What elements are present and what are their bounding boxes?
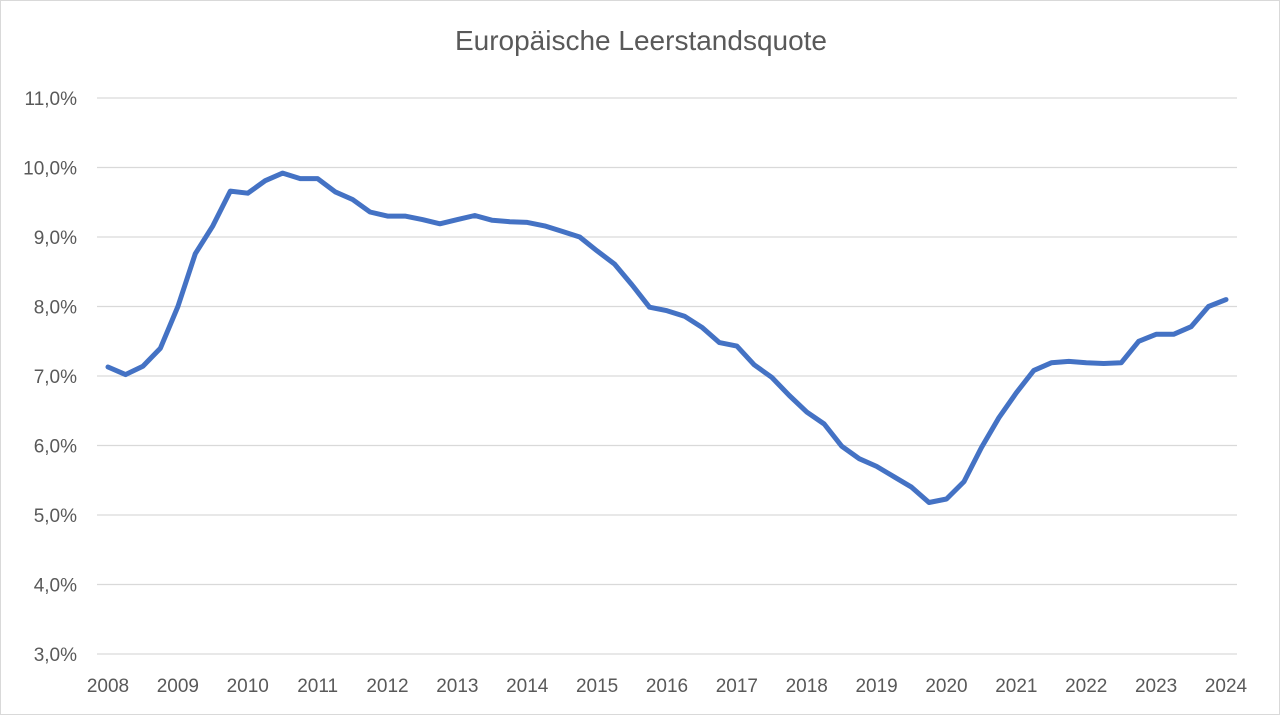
data-point	[1207, 305, 1211, 309]
data-point	[613, 262, 617, 266]
data-point	[648, 305, 652, 309]
data-point	[962, 480, 966, 484]
data-point	[560, 229, 564, 233]
data-point	[176, 305, 180, 309]
y-tick-label: 6,0%	[34, 437, 77, 458]
data-point	[281, 171, 285, 175]
data-point	[1102, 361, 1106, 365]
data-point	[386, 214, 390, 218]
data-point	[403, 214, 407, 218]
data-point	[438, 222, 442, 226]
data-point	[193, 252, 197, 256]
x-tick-label: 2012	[366, 676, 408, 697]
data-point	[979, 446, 983, 450]
data-point	[473, 213, 477, 217]
x-tick-label: 2014	[506, 676, 549, 697]
data-point	[1084, 361, 1088, 365]
data-point	[1137, 339, 1141, 343]
data-point	[910, 485, 914, 489]
data-point	[578, 235, 582, 239]
x-tick-label: 2017	[716, 676, 758, 697]
x-tick-label: 2009	[157, 676, 199, 697]
gridlines	[97, 97, 1237, 655]
data-point	[700, 325, 704, 329]
x-tick-label: 2010	[227, 676, 269, 697]
x-tick-label: 2015	[576, 676, 618, 697]
data-point	[875, 464, 879, 468]
data-point	[298, 177, 302, 181]
x-tick-label: 2011	[297, 676, 338, 697]
y-tick-label: 10,0%	[23, 159, 77, 180]
y-tick-label: 9,0%	[34, 228, 77, 249]
data-point	[735, 344, 739, 348]
y-tick-label: 8,0%	[34, 298, 77, 319]
data-point	[630, 283, 634, 287]
series-layer	[105, 170, 1229, 505]
data-point	[368, 210, 372, 214]
data-point	[316, 177, 320, 181]
data-point	[682, 314, 686, 318]
data-point	[1172, 332, 1176, 336]
chart-title: Europäische Leerstandsquote	[454, 25, 828, 56]
x-tick-label: 2018	[786, 676, 828, 697]
x-tick-label: 2023	[1135, 676, 1177, 697]
data-point	[717, 341, 721, 345]
data-point	[158, 346, 162, 350]
data-point	[1154, 332, 1158, 336]
y-tick-label: 5,0%	[34, 506, 77, 527]
data-point	[787, 393, 791, 397]
data-point	[1119, 361, 1123, 365]
x-tick-label: 2008	[87, 676, 129, 697]
data-point	[1067, 359, 1071, 363]
data-point	[1032, 368, 1036, 372]
x-tick-label: 2020	[925, 676, 967, 697]
data-point	[805, 410, 809, 414]
data-point	[543, 224, 547, 228]
data-point	[228, 189, 232, 193]
data-point	[508, 220, 512, 224]
x-tick-label: 2016	[646, 676, 688, 697]
data-point	[1224, 298, 1228, 302]
data-point	[665, 309, 669, 313]
data-point	[595, 249, 599, 253]
data-point	[945, 497, 949, 501]
data-point	[927, 500, 931, 504]
data-point	[455, 218, 459, 222]
x-tick-label: 2013	[436, 676, 478, 697]
data-point	[525, 220, 529, 224]
x-axis-tick-labels: 2008 2009 2010 2011 2012 2013 2014 2015 2016 2017…	[87, 676, 1248, 697]
data-point	[351, 197, 355, 201]
data-point	[997, 416, 1001, 420]
data-point	[333, 190, 337, 194]
data-point	[1014, 391, 1018, 395]
data-point	[490, 218, 494, 222]
y-tick-label: 11,0%	[25, 89, 78, 110]
data-point	[822, 422, 826, 426]
data-point	[892, 475, 896, 479]
data-point	[1189, 325, 1193, 329]
data-point	[123, 373, 127, 377]
x-tick-label: 2024	[1205, 676, 1248, 697]
data-point	[840, 444, 844, 448]
x-tick-label: 2022	[1065, 676, 1107, 697]
series-line	[105, 170, 1229, 505]
data-point	[246, 191, 250, 195]
data-point	[770, 375, 774, 379]
y-tick-label: 4,0%	[34, 576, 77, 597]
x-tick-label: 2019	[855, 676, 897, 697]
data-point	[752, 363, 756, 367]
data-point	[420, 218, 424, 222]
x-tick-label: 2021	[995, 676, 1037, 697]
y-tick-label: 3,0%	[34, 645, 77, 666]
data-point	[106, 365, 110, 369]
data-point	[141, 364, 145, 368]
data-point	[857, 457, 861, 461]
data-point	[1049, 361, 1053, 365]
data-point	[263, 179, 267, 183]
y-axis-tick-labels: 3,0% 4,0% 5,0% 6,0% 7,0% 8,0% 9,0% 10,0% 11,0%	[23, 89, 77, 666]
y-tick-label: 7,0%	[34, 367, 77, 388]
data-point	[211, 224, 215, 228]
